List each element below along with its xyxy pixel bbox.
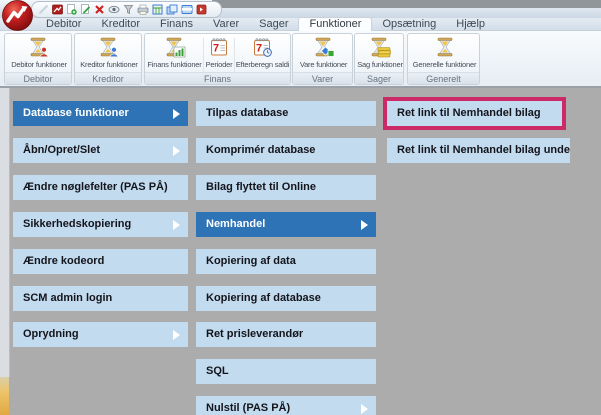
submenu-arrow-icon (173, 145, 180, 156)
tab-varer[interactable]: Varer (213, 17, 240, 30)
tab-opsaetning[interactable]: Opsætning (382, 17, 437, 30)
submenu-arrow-icon (173, 219, 180, 230)
ribbon-group-finans: Finans funktioner Perioder Efterberegn s… (144, 33, 291, 85)
menu-button-tilpas-database[interactable]: Tilpas database (196, 101, 376, 126)
menu-button-aabn-opret-slet[interactable]: Åbn/Opret/Slet (13, 138, 188, 163)
ribbon-group-label: Sager (355, 72, 403, 84)
menu-button-ret-link-til-nemhandel-bilag[interactable]: Ret link til Nemhandel bilag (387, 101, 562, 126)
exit-icon[interactable] (196, 4, 207, 15)
calendar-clock-icon (254, 38, 272, 57)
ribbon-group-debitor: Debitor funktioner Debitor (4, 33, 72, 85)
menu-button-oprydning[interactable]: Oprydning (13, 322, 188, 347)
ribbon-button-debitor-funktioner[interactable]: Debitor funktioner (9, 36, 69, 73)
menu-button-ret-prisleverandoer[interactable]: Ret prisleverandør (196, 322, 376, 347)
background-window-artifact (0, 377, 9, 415)
view-icon[interactable] (108, 4, 120, 15)
menu-button-nulstil[interactable]: Nulstil (PAS PÅ) (196, 396, 376, 415)
ribbon-button-efterberegn-saldi[interactable]: Efterberegn saldi (235, 36, 290, 73)
submenu-arrow-icon (361, 219, 368, 230)
tab-finans[interactable]: Finans (160, 17, 194, 30)
ribbon-group-generelt: Generelle funktioner Generelt (407, 33, 480, 85)
quick-access-toolbar (31, 1, 222, 18)
hourglass-chart-icon (166, 37, 185, 58)
tab-funktioner[interactable]: Funktioner (298, 16, 373, 32)
app-logo[interactable] (2, 0, 33, 33)
tab-hjaelp[interactable]: Hjælp (456, 17, 486, 30)
ribbon-group-kreditor: Kreditor funktioner Kreditor (74, 33, 142, 85)
edit-document-icon[interactable] (80, 4, 91, 15)
hourglass-person-red-icon (30, 37, 49, 58)
ribbon-button-perioder[interactable]: Perioder (204, 36, 234, 73)
ribbon-group-label: Finans (145, 72, 290, 84)
menu-button-scm-admin-login[interactable]: SCM admin login (13, 286, 188, 311)
menu-button-sikkerhedskopiering[interactable]: Sikkerhedskopiering (13, 212, 188, 237)
title-bar-shadow (212, 0, 601, 8)
filter-icon[interactable] (123, 4, 134, 15)
menu-button-nemhandel[interactable]: Nemhandel (196, 212, 376, 237)
highlight-box (383, 97, 566, 130)
hourglass-icon (437, 37, 452, 57)
ribbon-button-vare-funktioner[interactable]: Vare funktioner (295, 36, 352, 73)
add-document-icon[interactable] (66, 4, 77, 15)
submenu-arrow-icon (361, 403, 368, 414)
ribbon-group-label: Varer (293, 72, 352, 84)
ribbon-group-label: Kreditor (75, 72, 141, 84)
menu-button-database-funktioner[interactable]: Database funktioner (13, 101, 188, 126)
ribbon: Debitor funktioner Debitor Kreditor funk… (0, 31, 601, 88)
ribbon-group-label: Debitor (5, 72, 71, 84)
menu-button-komprimer-database[interactable]: Komprimér database (196, 138, 376, 163)
calendar-icon (210, 38, 227, 56)
tab-sager[interactable]: Sager (259, 17, 289, 30)
ribbon-group-sager: Sag funktioner Sager (354, 33, 404, 85)
menu-button-sql[interactable]: SQL (196, 359, 376, 384)
copy-icon[interactable] (166, 4, 178, 15)
menu-button-kopiering-af-database[interactable]: Kopiering af database (196, 286, 376, 311)
print-icon[interactable] (137, 4, 149, 15)
menu-button-ret-link-til-nemhandel-bilag-undermappe[interactable]: Ret link til Nemhandel bilag undermappe (387, 138, 570, 163)
ribbon-button-generelle-funktioner[interactable]: Generelle funktioner (410, 36, 479, 73)
tab-debitor[interactable]: Debitor (46, 17, 82, 30)
hourglass-folders-icon (371, 37, 391, 58)
ribbon-button-sag-funktioner[interactable]: Sag funktioner (356, 36, 404, 73)
ribbon-group-varer: Vare funktioner Varer (292, 33, 353, 85)
ribbon-button-finans-funktioner[interactable]: Finans funktioner (147, 36, 202, 73)
window-left-border (0, 88, 10, 377)
title-bar (0, 0, 601, 31)
submenu-arrow-icon (173, 108, 180, 119)
menu-button-aendre-kodeord[interactable]: Ændre kodeord (13, 249, 188, 274)
menu-button-kopiering-af-data[interactable]: Kopiering af data (196, 249, 376, 274)
menu-tab-bar: Debitor Kreditor Finans Varer Sager Funk… (0, 16, 601, 32)
submenu-arrow-icon (173, 329, 180, 340)
delete-icon[interactable] (94, 4, 105, 15)
ribbon-button-kreditor-funktioner[interactable]: Kreditor funktioner (78, 36, 140, 73)
ribbon-group-label: Generelt (408, 72, 479, 84)
pencil-icon[interactable] (38, 4, 49, 15)
chart-bookmark-icon[interactable] (52, 4, 63, 15)
hourglass-person-blue-icon (100, 37, 119, 58)
calculator-icon[interactable] (152, 4, 163, 15)
menu-button-bilag-flyttet-til-online[interactable]: Bilag flyttet til Online (196, 175, 376, 200)
menu-button-aendre-noeglefelter[interactable]: Ændre nøglefelter (PAS PÅ) (13, 175, 188, 200)
tab-kreditor[interactable]: Kreditor (101, 17, 140, 30)
window-icon[interactable] (181, 4, 193, 15)
hourglass-boxes-icon (315, 37, 334, 57)
